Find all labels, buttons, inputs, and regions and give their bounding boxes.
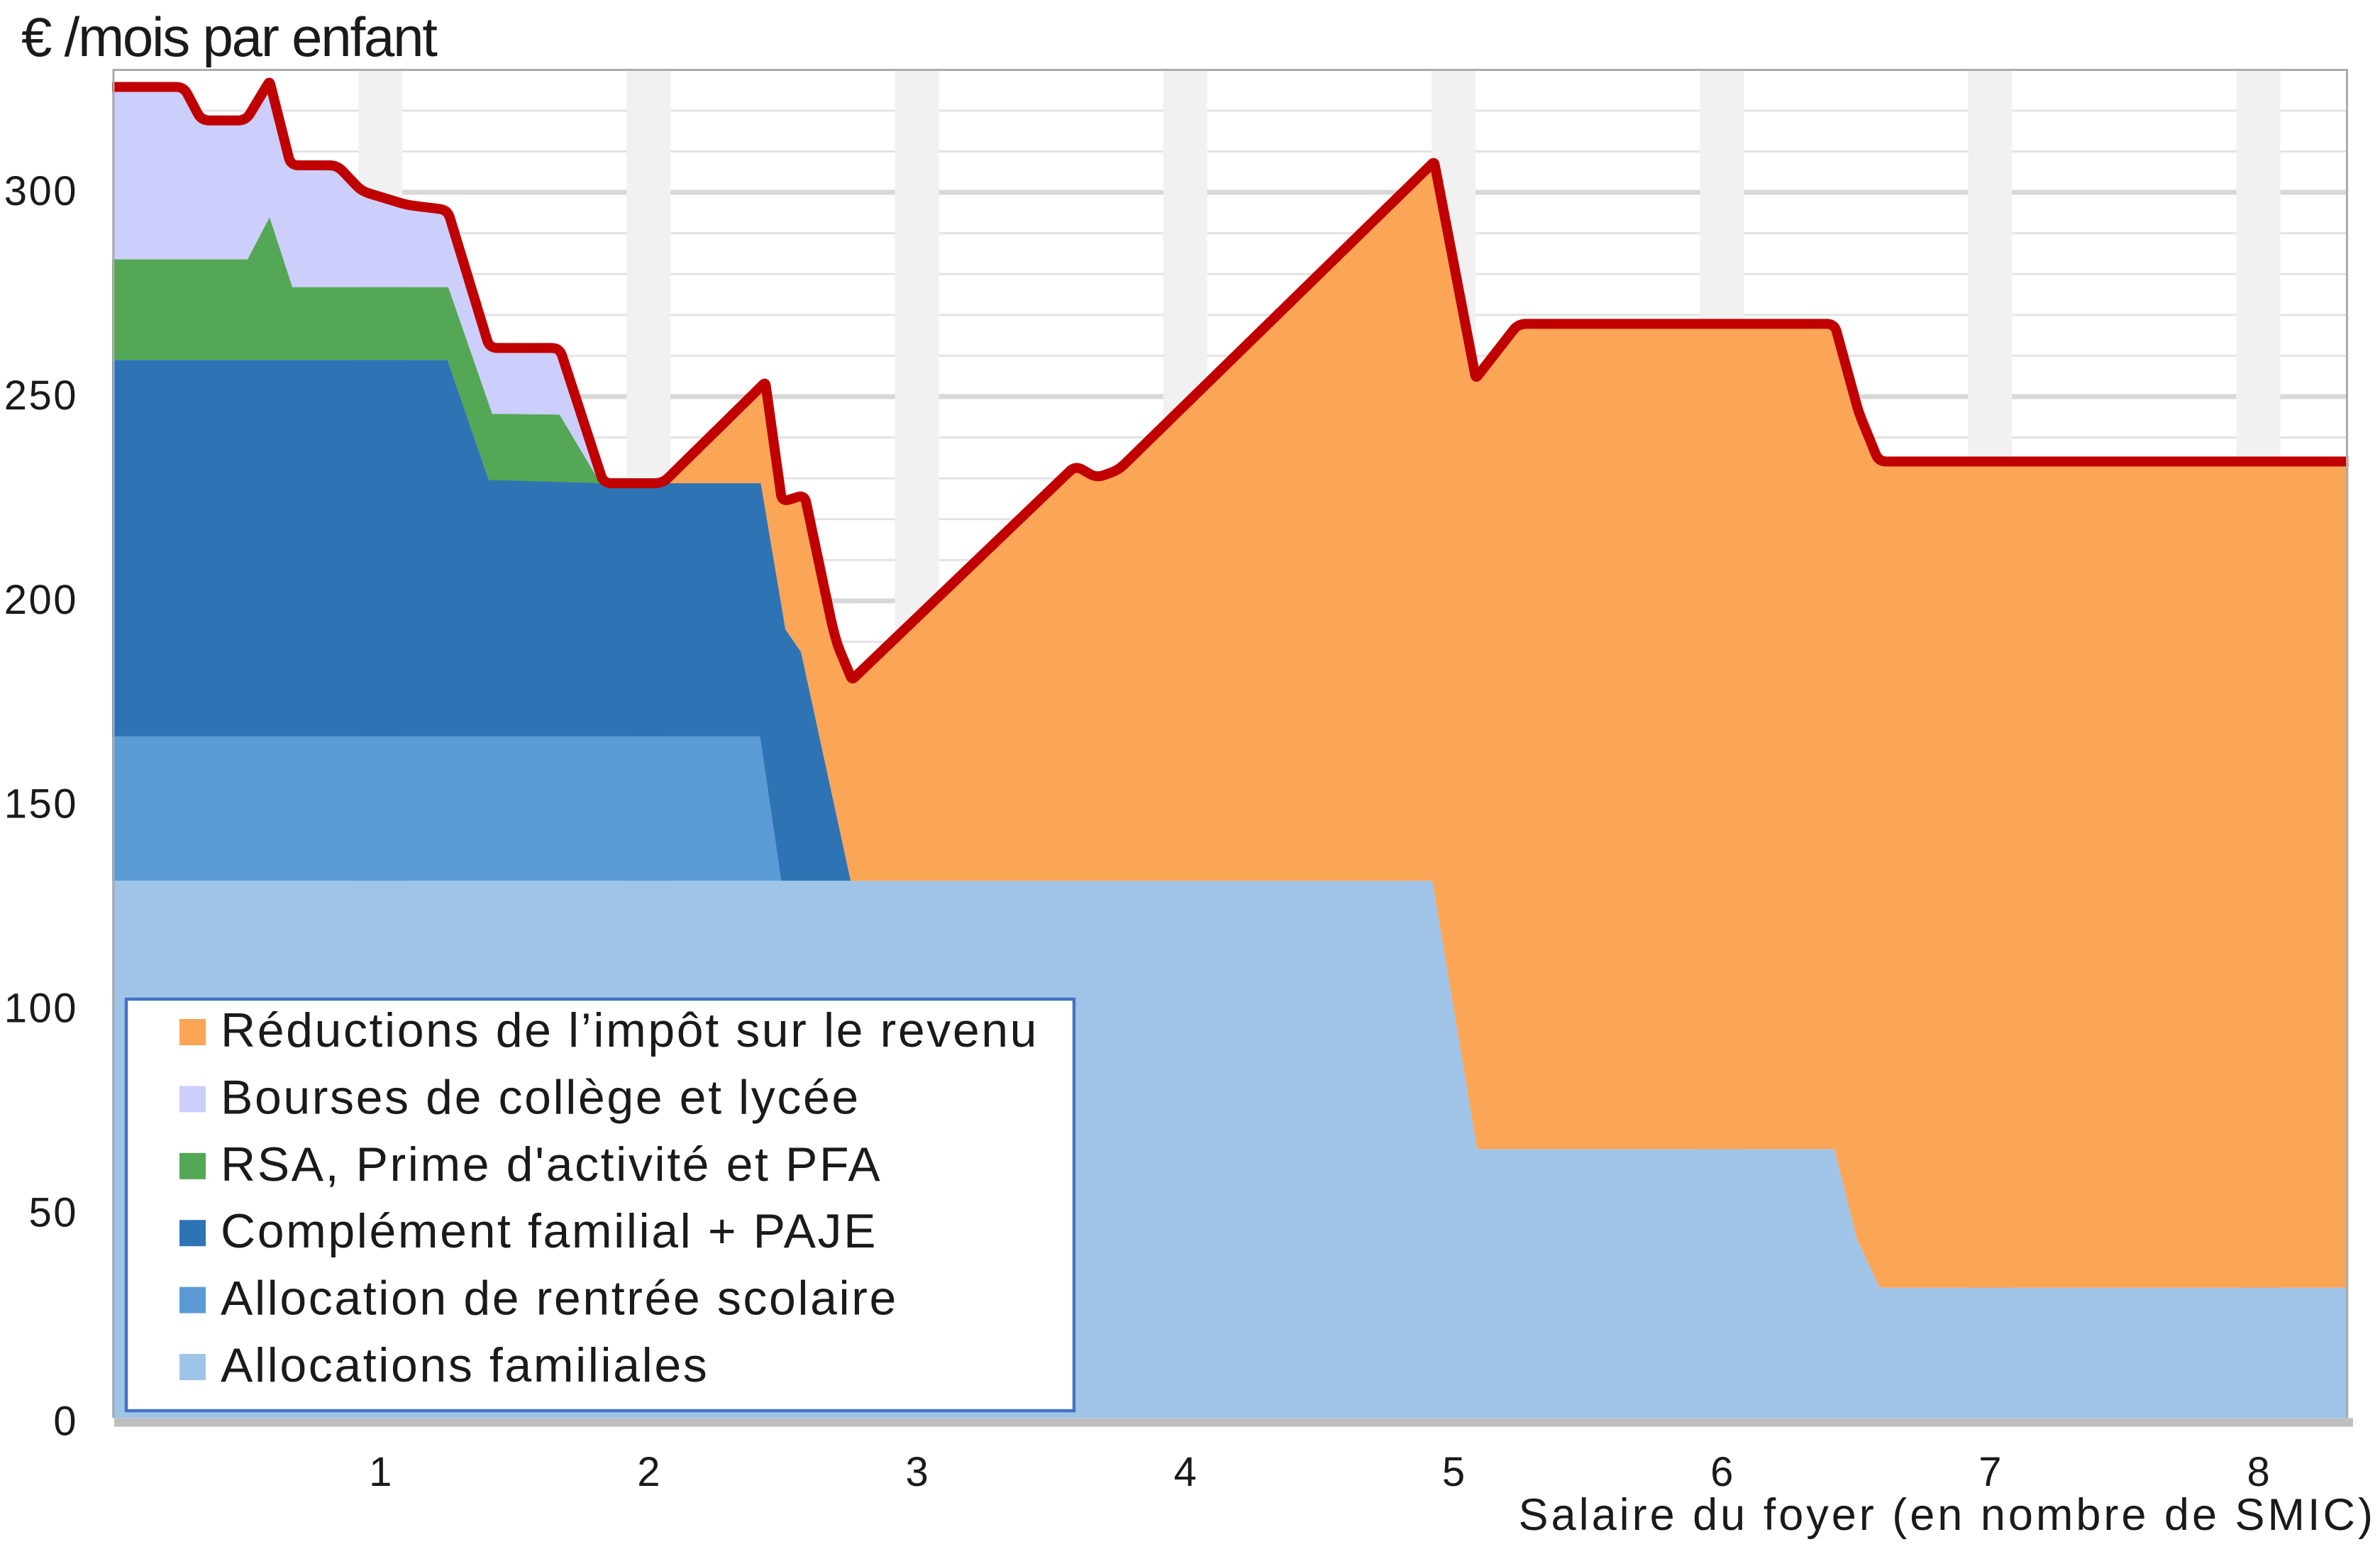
svg-text:200: 200: [4, 577, 78, 623]
svg-text:Réductions de l’impôt sur le r: Réductions de l’impôt sur le revenu: [221, 1003, 1039, 1057]
svg-text:€ /mois par enfant: € /mois par enfant: [21, 6, 438, 68]
svg-text:6: 6: [1710, 1449, 1733, 1495]
svg-text:50: 50: [28, 1189, 78, 1235]
svg-text:RSA, Prime d'activité et PFA: RSA, Prime d'activité et PFA: [221, 1137, 882, 1191]
svg-text:Bourses de collège et lycée: Bourses de collège et lycée: [221, 1070, 860, 1124]
svg-text:7: 7: [1978, 1449, 2001, 1495]
svg-text:2: 2: [637, 1449, 660, 1495]
svg-text:5: 5: [1442, 1449, 1465, 1495]
svg-text:Salaire du foyer (en nombre de: Salaire du foyer (en nombre de SMIC): [1519, 1490, 2376, 1540]
svg-text:150: 150: [4, 781, 78, 827]
svg-text:4: 4: [1174, 1449, 1197, 1495]
svg-text:1: 1: [369, 1449, 392, 1495]
svg-text:Allocations familiales: Allocations familiales: [221, 1338, 709, 1392]
svg-text:3: 3: [905, 1449, 928, 1495]
svg-text:Allocation de rentrée scolaire: Allocation de rentrée scolaire: [221, 1272, 898, 1326]
svg-text:100: 100: [4, 986, 78, 1032]
svg-text:0: 0: [53, 1398, 78, 1444]
svg-text:8: 8: [2247, 1449, 2269, 1495]
svg-text:Complément familial + PAJE: Complément familial + PAJE: [221, 1204, 878, 1258]
svg-text:300: 300: [4, 168, 78, 214]
svg-text:250: 250: [4, 373, 78, 419]
